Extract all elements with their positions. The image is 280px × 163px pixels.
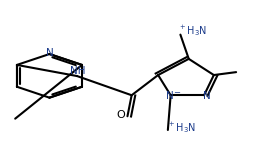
Text: N: N <box>166 91 174 101</box>
Text: N: N <box>203 91 211 101</box>
Text: O: O <box>116 111 125 120</box>
Text: $^+$H$_3$N: $^+$H$_3$N <box>167 121 196 135</box>
Text: $^+$H$_3$N: $^+$H$_3$N <box>178 23 207 38</box>
Text: −: − <box>173 88 180 97</box>
Text: N: N <box>46 48 53 58</box>
Text: NH: NH <box>69 66 85 76</box>
